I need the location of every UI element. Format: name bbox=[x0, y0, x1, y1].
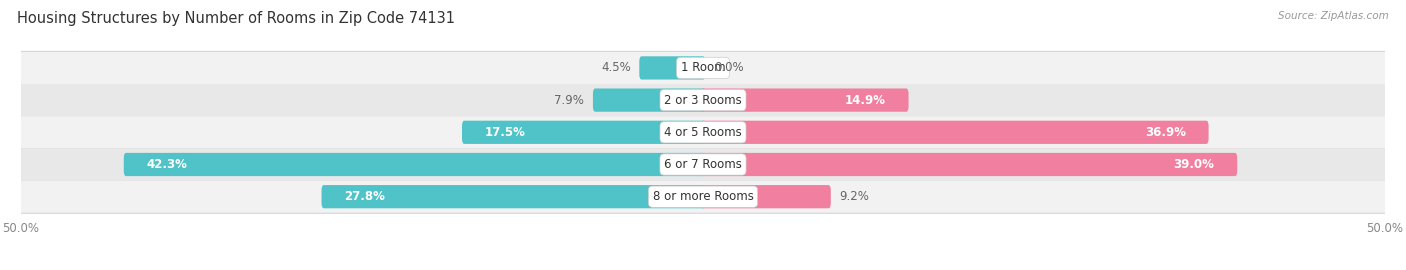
Text: 0.0%: 0.0% bbox=[714, 61, 744, 75]
FancyBboxPatch shape bbox=[593, 89, 706, 112]
FancyBboxPatch shape bbox=[700, 153, 1237, 176]
Text: 42.3%: 42.3% bbox=[146, 158, 187, 171]
FancyBboxPatch shape bbox=[20, 83, 1386, 117]
FancyBboxPatch shape bbox=[20, 116, 1386, 148]
FancyBboxPatch shape bbox=[700, 121, 1209, 144]
Text: 6 or 7 Rooms: 6 or 7 Rooms bbox=[664, 158, 742, 171]
FancyBboxPatch shape bbox=[700, 89, 908, 112]
FancyBboxPatch shape bbox=[700, 185, 831, 208]
Text: 1 Room: 1 Room bbox=[681, 61, 725, 75]
Text: Source: ZipAtlas.com: Source: ZipAtlas.com bbox=[1278, 11, 1389, 21]
Text: 9.2%: 9.2% bbox=[839, 190, 869, 203]
FancyBboxPatch shape bbox=[322, 185, 706, 208]
FancyBboxPatch shape bbox=[20, 84, 1386, 116]
FancyBboxPatch shape bbox=[20, 148, 1386, 181]
Text: 4 or 5 Rooms: 4 or 5 Rooms bbox=[664, 126, 742, 139]
FancyBboxPatch shape bbox=[20, 115, 1386, 149]
Text: 17.5%: 17.5% bbox=[485, 126, 526, 139]
FancyBboxPatch shape bbox=[20, 181, 1386, 213]
Text: 14.9%: 14.9% bbox=[845, 94, 886, 107]
FancyBboxPatch shape bbox=[20, 52, 1386, 84]
Text: 27.8%: 27.8% bbox=[344, 190, 385, 203]
FancyBboxPatch shape bbox=[20, 180, 1386, 214]
Text: Housing Structures by Number of Rooms in Zip Code 74131: Housing Structures by Number of Rooms in… bbox=[17, 11, 456, 26]
FancyBboxPatch shape bbox=[463, 121, 706, 144]
Text: 8 or more Rooms: 8 or more Rooms bbox=[652, 190, 754, 203]
Text: 2 or 3 Rooms: 2 or 3 Rooms bbox=[664, 94, 742, 107]
Text: 36.9%: 36.9% bbox=[1144, 126, 1185, 139]
Text: 39.0%: 39.0% bbox=[1174, 158, 1215, 171]
Text: 7.9%: 7.9% bbox=[554, 94, 585, 107]
FancyBboxPatch shape bbox=[640, 56, 706, 80]
Text: 4.5%: 4.5% bbox=[600, 61, 631, 75]
FancyBboxPatch shape bbox=[20, 51, 1386, 85]
FancyBboxPatch shape bbox=[20, 147, 1386, 181]
FancyBboxPatch shape bbox=[124, 153, 706, 176]
